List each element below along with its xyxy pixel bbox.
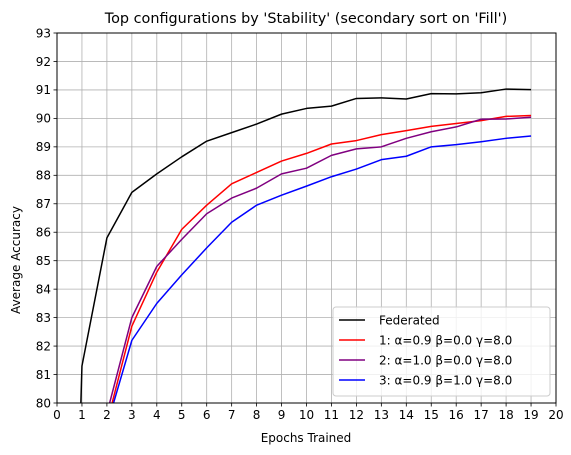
legend: Federated 1: α=0.9 β=0.0 γ=8.0 2: α=1.0 β=… xyxy=(332,306,551,397)
x-axis: 0 1 2 3 4 5 6 7 8 9 10 11 12 13 14 15 16 17 18 19 20 xyxy=(53,403,564,422)
y-tick-label: 87 xyxy=(36,197,51,211)
y-tick-label: 80 xyxy=(36,396,51,410)
y-tick-label: 82 xyxy=(36,339,51,353)
x-axis-label: Epochs Trained xyxy=(261,431,352,445)
series-line-2 xyxy=(111,114,532,403)
x-tick-label: 16 xyxy=(449,408,464,422)
x-tick-label: 13 xyxy=(374,408,389,422)
y-tick-label: 93 xyxy=(36,26,51,40)
series-layer xyxy=(80,88,532,403)
x-tick-label: 20 xyxy=(548,408,563,422)
x-tick-label: 5 xyxy=(178,408,186,422)
legend-label: Federated xyxy=(379,313,440,327)
y-tick-label: 89 xyxy=(36,140,51,154)
y-tick-label: 90 xyxy=(36,112,51,126)
legend-label: 1: α=0.9 β=0.0 γ=8.0 xyxy=(379,333,512,347)
y-axis-label: Average Accuracy xyxy=(9,206,23,314)
y-tick-label: 91 xyxy=(36,83,51,97)
chart-title: Top configurations by 'Stability' (secon… xyxy=(104,11,507,27)
x-tick-label: 1 xyxy=(78,408,86,422)
y-tick-label: 88 xyxy=(36,169,51,183)
y-tick-label: 83 xyxy=(36,311,51,325)
x-tick-label: 0 xyxy=(53,408,61,422)
y-tick-label: 86 xyxy=(36,226,51,240)
y-tick-label: 84 xyxy=(36,282,51,296)
x-tick-label: 15 xyxy=(424,408,439,422)
x-tick-label: 11 xyxy=(324,408,339,422)
x-tick-label: 6 xyxy=(203,408,211,422)
x-tick-label: 10 xyxy=(299,408,314,422)
x-tick-label: 9 xyxy=(278,408,286,422)
x-tick-label: 18 xyxy=(498,408,513,422)
x-tick-label: 7 xyxy=(228,408,236,422)
y-tick-label: 81 xyxy=(36,368,51,382)
x-tick-label: 19 xyxy=(523,408,538,422)
series-line-1 xyxy=(80,88,532,403)
x-tick-label: 3 xyxy=(128,408,136,422)
x-tick-label: 14 xyxy=(399,408,414,422)
y-tick-label: 85 xyxy=(36,254,51,268)
y-axis: 80 81 82 83 84 85 86 87 88 89 90 91 92 93 xyxy=(36,26,57,410)
series-line-3 xyxy=(108,116,532,403)
y-tick-label: 92 xyxy=(36,55,51,69)
legend-label: 3: α=0.9 β=1.0 γ=8.0 xyxy=(379,373,512,387)
x-tick-label: 12 xyxy=(349,408,364,422)
series-line-4 xyxy=(112,135,532,403)
legend-box xyxy=(332,306,551,397)
legend-label: 2: α=1.0 β=0.0 γ=8.0 xyxy=(379,353,512,367)
x-tick-label: 17 xyxy=(474,408,489,422)
x-tick-label: 2 xyxy=(103,408,111,422)
x-tick-label: 8 xyxy=(253,408,261,422)
x-tick-label: 4 xyxy=(153,408,161,422)
